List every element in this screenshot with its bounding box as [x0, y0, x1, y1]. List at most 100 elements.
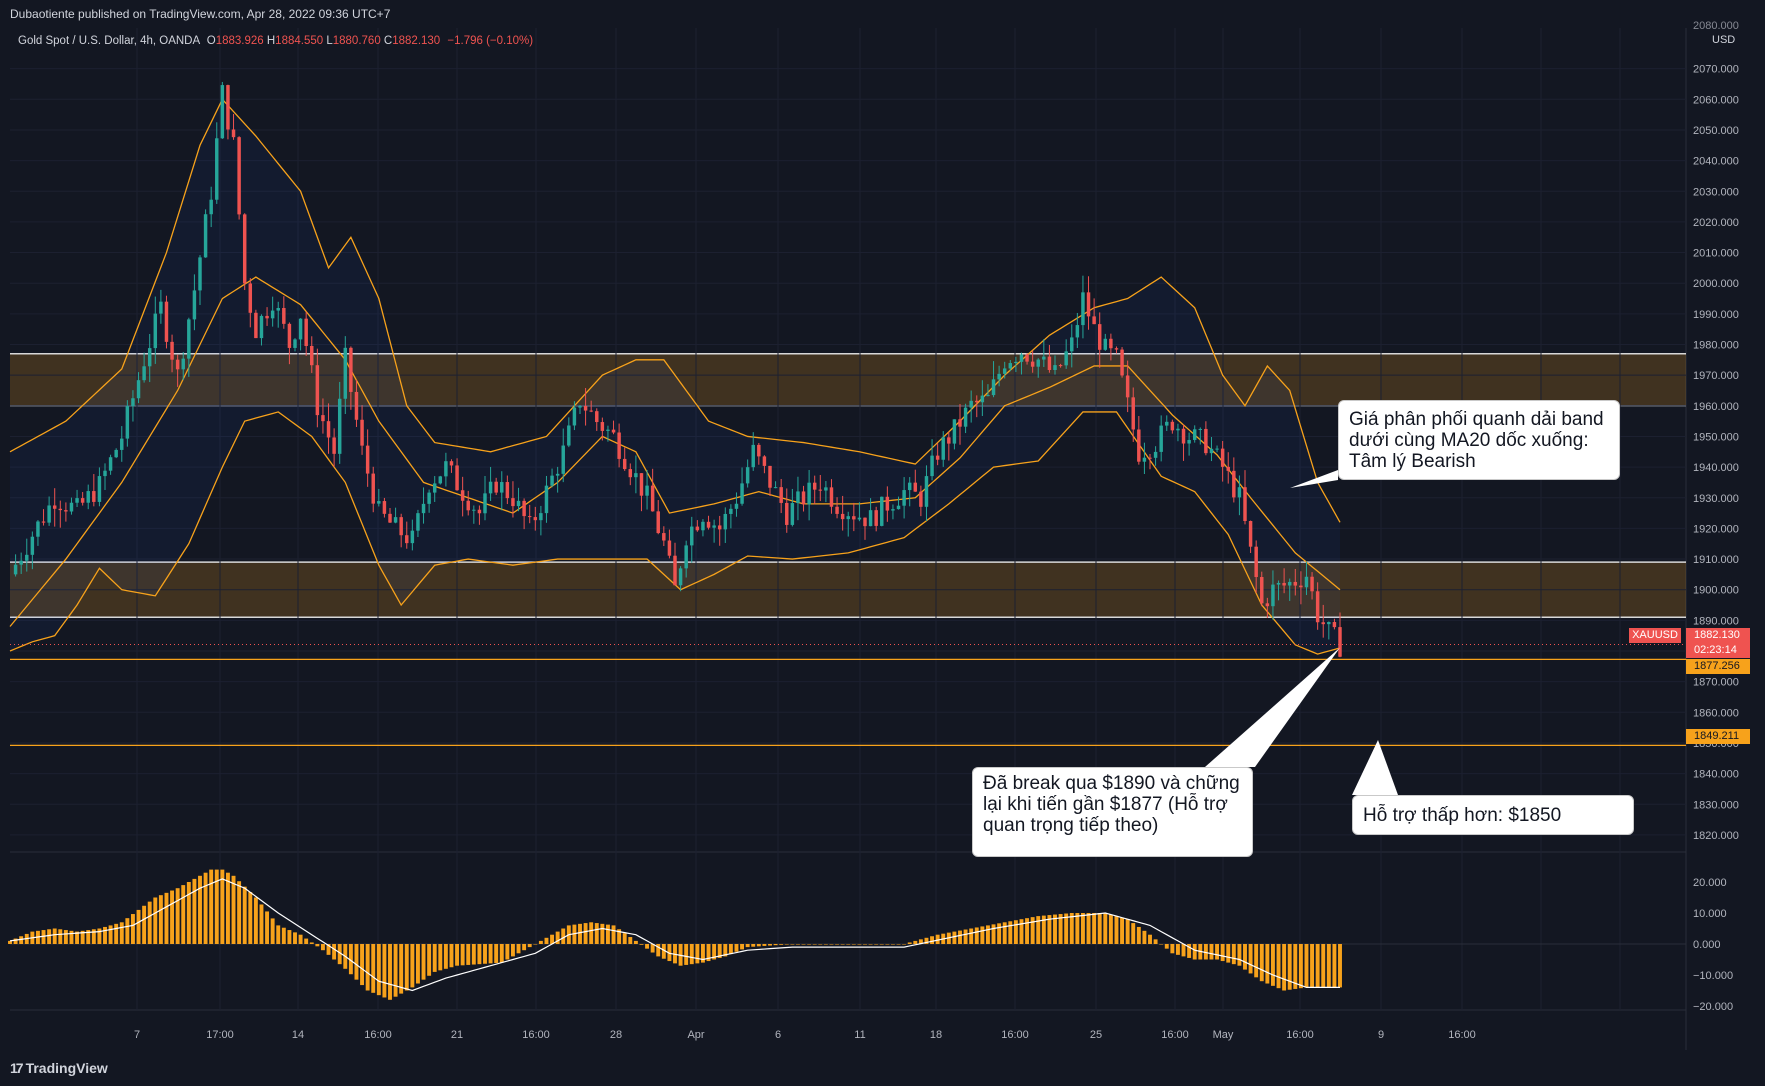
- candle-body: [622, 458, 627, 470]
- annotation-break[interactable]: Đã break qua $1890 và chững lại khi tiến…: [972, 767, 1253, 857]
- tradingview-logo[interactable]: 17 TradingView: [10, 1060, 108, 1076]
- candle-body: [108, 457, 113, 471]
- candle-body: [544, 485, 549, 514]
- candle-body: [125, 406, 130, 439]
- macd-histogram-bar: [130, 914, 135, 944]
- candle-body: [220, 85, 225, 139]
- candle-body: [768, 465, 772, 488]
- candle-body: [611, 429, 616, 433]
- candle-body: [1008, 363, 1013, 369]
- macd-histogram-bar: [237, 881, 242, 944]
- candle-body: [1109, 338, 1113, 349]
- macd-histogram-bar: [1293, 944, 1298, 989]
- candle-body: [30, 536, 35, 555]
- candle-body: [1327, 622, 1331, 625]
- candle-body: [472, 509, 476, 511]
- macd-histogram-bar: [63, 930, 68, 944]
- candle-body: [382, 501, 387, 514]
- annotation-bearish[interactable]: Giá phân phối quanh dải band dưới cùng M…: [1338, 400, 1620, 480]
- candle-body: [863, 517, 867, 527]
- macd-histogram-bar: [1298, 944, 1303, 989]
- candle-body: [533, 517, 538, 521]
- macd-histogram-bar: [125, 918, 130, 944]
- candle-body: [500, 482, 504, 493]
- candle-body: [1075, 325, 1080, 338]
- price-axis-top-label: 2080.000: [1693, 20, 1739, 32]
- callout-pointer-bearish: [1290, 470, 1338, 488]
- macd-histogram-bar: [695, 944, 700, 964]
- macd-histogram-bar: [907, 942, 912, 944]
- candle-body: [416, 513, 420, 531]
- macd-histogram-bar: [214, 869, 219, 944]
- time-tick-label: 6: [775, 1029, 781, 1041]
- macd-histogram-bar: [795, 944, 800, 945]
- macd-histogram-bar: [1092, 913, 1097, 944]
- macd-histogram-bar: [1064, 913, 1069, 944]
- macd-histogram-bar: [1226, 944, 1231, 963]
- macd-histogram-bar: [857, 944, 862, 945]
- macd-histogram-bar: [1287, 944, 1292, 990]
- macd-histogram-bar: [320, 944, 325, 951]
- macd-histogram-bar: [879, 944, 884, 945]
- macd-histogram-bar: [488, 944, 493, 964]
- macd-histogram-bar: [527, 944, 532, 948]
- candle-body: [522, 500, 526, 517]
- candle-body: [1070, 337, 1074, 352]
- annotation-support[interactable]: Hỗ trợ thấp hơn: $1850: [1352, 795, 1634, 835]
- time-tick-label: 16:00: [364, 1029, 392, 1041]
- candle-body: [449, 461, 454, 466]
- tradingview-logo-icon: 17: [10, 1060, 24, 1076]
- macd-histogram-bar: [220, 869, 225, 944]
- macd-histogram-bar: [633, 940, 638, 944]
- candle-body: [997, 373, 1001, 380]
- price-tick-label: 2010.000: [1693, 248, 1739, 260]
- candle-body: [762, 456, 767, 466]
- candle-body: [337, 398, 342, 454]
- candle-body: [1254, 546, 1258, 578]
- macd-histogram-bar: [164, 892, 169, 944]
- macd-histogram-bar: [348, 944, 353, 975]
- candle-body: [963, 407, 968, 427]
- macd-histogram-bar: [1310, 944, 1315, 988]
- candle-body: [488, 481, 493, 494]
- candle-body: [326, 421, 331, 438]
- macd-histogram-bar: [1203, 944, 1208, 960]
- macd-histogram-bar: [1013, 920, 1018, 944]
- macd-histogram-bar: [645, 944, 650, 949]
- price-tick-label: 2030.000: [1693, 186, 1739, 198]
- macd-histogram-bar: [958, 930, 962, 944]
- macd-histogram-bar: [1114, 916, 1119, 944]
- candle-body: [874, 510, 878, 526]
- time-tick-label: 28: [610, 1029, 622, 1041]
- candle-body: [1165, 421, 1169, 426]
- macd-histogram-bar: [622, 933, 627, 944]
- candle-body: [142, 366, 146, 381]
- candle-body: [64, 510, 68, 512]
- macd-histogram-bar: [80, 930, 85, 944]
- macd-histogram-bar: [175, 888, 180, 944]
- macd-histogram-bar: [812, 944, 817, 945]
- macd-histogram-bar: [1002, 922, 1007, 944]
- candle-body: [1310, 576, 1314, 592]
- candle-body: [410, 530, 415, 544]
- candle-body: [785, 502, 789, 525]
- candle-body: [1042, 356, 1046, 360]
- candle-body: [751, 444, 755, 468]
- candle-body: [1002, 368, 1007, 374]
- macd-histogram-bar: [1170, 944, 1175, 954]
- macd-histogram-bar: [522, 944, 527, 951]
- candle-body: [69, 502, 74, 512]
- macd-histogram-bar: [611, 925, 616, 944]
- price-axis-currency: USD: [1712, 34, 1736, 46]
- candle-body: [1114, 348, 1119, 350]
- price-tick-label: 1970.000: [1693, 370, 1739, 382]
- candle-body: [846, 516, 850, 520]
- time-tick-label: 25: [1090, 1029, 1102, 1041]
- macd-histogram-bar: [421, 944, 426, 980]
- candle-body: [812, 482, 817, 490]
- bollinger-upper-line: [9, 98, 1341, 523]
- symbol-legend: Gold Spot / U.S. Dollar, 4h, OANDA O1883…: [18, 35, 533, 47]
- candle-body: [58, 508, 63, 511]
- candle-body: [354, 391, 359, 420]
